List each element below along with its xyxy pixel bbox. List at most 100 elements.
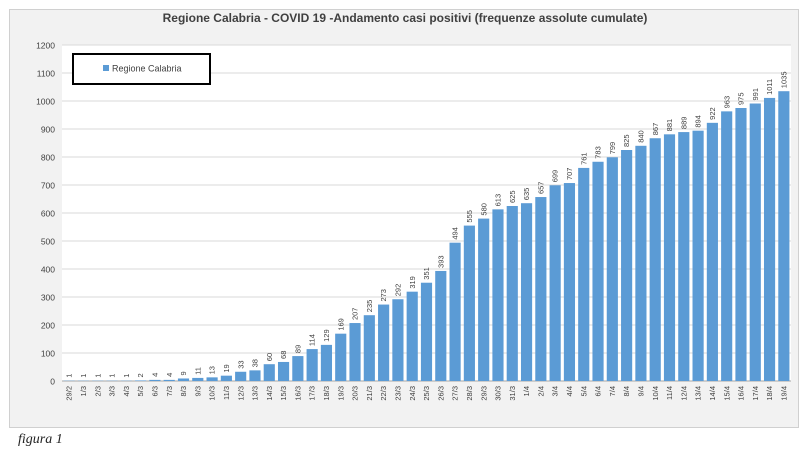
x-tick-label: 11/3 xyxy=(222,386,231,400)
data-label: 351 xyxy=(422,267,431,280)
bar-chart: 0 100 200 300 400 500 600 700 800 900 1000 1100 1200… xyxy=(36,41,791,401)
bar xyxy=(263,364,275,381)
data-label: 867 xyxy=(651,123,660,136)
legend-box xyxy=(72,53,211,85)
bar xyxy=(392,299,404,381)
y-tick-label: 700 xyxy=(41,181,55,191)
data-label: 13 xyxy=(208,366,217,374)
data-label: 783 xyxy=(594,146,603,159)
bar xyxy=(578,167,590,381)
y-tick-label: 500 xyxy=(41,237,55,247)
bar xyxy=(721,111,733,382)
bar xyxy=(778,91,790,381)
data-label: 38 xyxy=(251,359,260,367)
y-tick-label: 400 xyxy=(41,265,55,275)
data-label: 1 xyxy=(79,374,88,378)
bar xyxy=(235,371,247,381)
bar xyxy=(378,304,390,381)
data-label: 89 xyxy=(293,345,302,353)
data-label: 699 xyxy=(551,170,560,183)
data-label: 393 xyxy=(436,255,445,268)
y-tick-label: 1100 xyxy=(37,69,56,79)
data-label: 60 xyxy=(265,353,274,361)
bar xyxy=(606,157,618,381)
data-label: 33 xyxy=(236,360,245,368)
x-tick-label: 24/3 xyxy=(408,386,417,401)
data-label: 625 xyxy=(508,190,517,203)
x-tick-label: 3/4 xyxy=(551,386,560,396)
data-label: 68 xyxy=(279,351,288,359)
bar xyxy=(549,185,561,381)
x-tick-label: 14/4 xyxy=(708,386,717,401)
y-tick-label: 800 xyxy=(41,153,55,163)
x-tick-label: 10/4 xyxy=(651,386,660,401)
bar xyxy=(220,375,232,381)
y-tick-label: 1200 xyxy=(36,41,55,51)
data-label: 613 xyxy=(494,194,503,207)
data-label: 1 xyxy=(108,374,117,378)
x-tick-label: 26/3 xyxy=(436,386,445,401)
x-tick-label: 29/3 xyxy=(479,386,488,401)
data-label: 114 xyxy=(308,334,317,346)
x-tick-label: 25/3 xyxy=(422,386,431,401)
bar xyxy=(763,97,776,382)
bar xyxy=(163,379,175,381)
data-label: 799 xyxy=(608,142,617,155)
data-label: 1 xyxy=(93,374,102,378)
bar xyxy=(492,209,504,381)
data-label: 11 xyxy=(193,367,202,375)
x-tick-label: 15/4 xyxy=(722,386,731,401)
data-label: 761 xyxy=(579,152,588,165)
data-label: 1011 xyxy=(765,79,774,95)
x-tick-label: 16/4 xyxy=(737,386,746,401)
x-tick-label: 16/3 xyxy=(293,386,302,401)
x-tick-label: 27/3 xyxy=(451,386,460,401)
x-tick-label: 30/3 xyxy=(494,386,503,401)
x-tick-label: 19/3 xyxy=(336,386,345,401)
bar xyxy=(692,130,704,381)
x-tick-label: 1/4 xyxy=(522,386,531,396)
x-tick-label: 11/4 xyxy=(665,386,674,400)
x-tick-label: 8/4 xyxy=(622,386,631,396)
data-label: 1 xyxy=(65,374,74,378)
bar xyxy=(406,291,418,381)
bar xyxy=(449,242,461,381)
y-tick-label: 200 xyxy=(41,321,55,331)
x-tick-label: 14/3 xyxy=(265,386,274,401)
data-label: 889 xyxy=(679,117,688,130)
bar xyxy=(277,361,290,381)
x-tick-label: 7/4 xyxy=(608,386,617,396)
x-tick-label: 18/4 xyxy=(765,386,774,401)
data-label: 235 xyxy=(365,300,374,313)
x-tick-label: 6/3 xyxy=(151,386,160,396)
x-tick-label: 2/3 xyxy=(93,386,102,396)
data-label: 273 xyxy=(379,289,388,302)
x-tick-label: 6/4 xyxy=(594,386,603,396)
bar xyxy=(149,379,161,381)
bar xyxy=(735,108,747,381)
bar xyxy=(349,323,361,381)
bar xyxy=(192,377,204,381)
x-tick-label: 20/3 xyxy=(351,386,360,401)
x-tick-label: 9/4 xyxy=(637,386,646,396)
bar xyxy=(463,225,475,381)
bar xyxy=(206,377,218,381)
x-tick-label: 8/3 xyxy=(179,386,188,396)
bar xyxy=(749,103,761,382)
y-tick-label: 0 xyxy=(50,377,55,387)
bar xyxy=(435,270,447,381)
data-label: 4 xyxy=(165,373,174,377)
data-label: 292 xyxy=(394,284,403,297)
y-tick-label: 100 xyxy=(41,349,55,359)
bar xyxy=(621,150,633,381)
data-label: 922 xyxy=(708,107,717,120)
bar xyxy=(320,344,333,381)
x-tick-label: 4/3 xyxy=(122,386,131,396)
x-tick-label: 4/4 xyxy=(565,386,574,396)
data-label: 707 xyxy=(565,168,574,181)
x-tick-label: 2/4 xyxy=(536,386,545,396)
bar xyxy=(135,380,147,381)
data-label: 2 xyxy=(136,373,145,377)
x-tick-label: 3/3 xyxy=(108,386,117,396)
data-label: 580 xyxy=(479,203,488,216)
